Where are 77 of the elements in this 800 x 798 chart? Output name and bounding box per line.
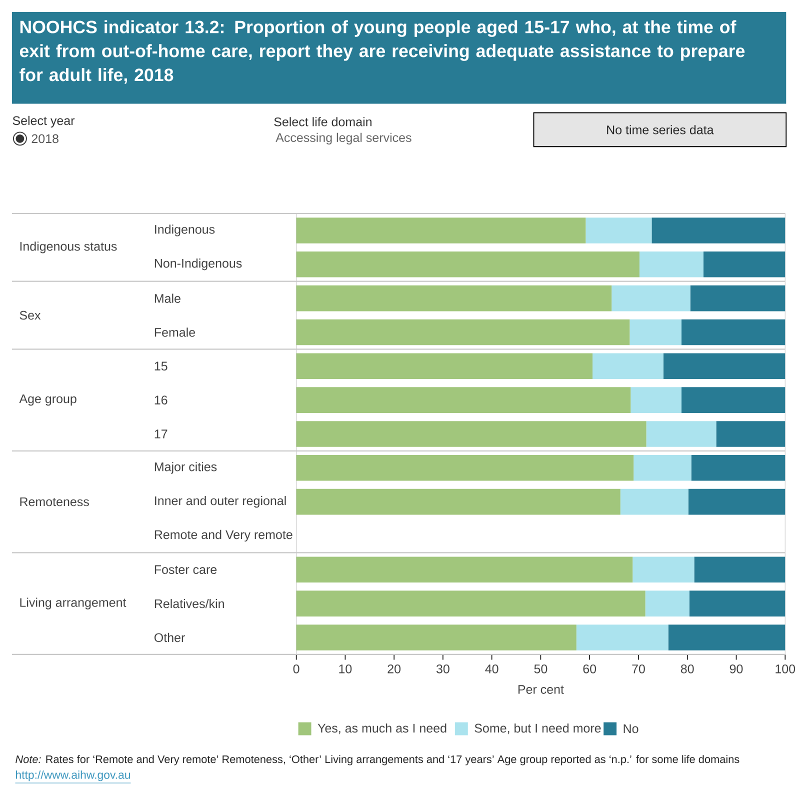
bar <box>296 488 620 515</box>
x-tick-label: 70 <box>632 664 645 674</box>
x-axis-title: Per cent <box>518 685 564 694</box>
bar <box>694 556 786 582</box>
text: Sex <box>20 310 41 320</box>
y-tick-label: 17 <box>154 430 168 438</box>
legend-label: Yes, as much as I need <box>318 723 446 734</box>
bar <box>296 319 630 346</box>
bar <box>716 421 786 447</box>
x-tick-label: 50 <box>534 664 548 674</box>
bar <box>630 387 682 413</box>
bar <box>639 251 704 278</box>
bar <box>689 590 786 616</box>
y-tick-label: Non-Indigenous <box>154 258 242 270</box>
legend-label: No <box>624 724 638 734</box>
text: Accessing legal services <box>276 132 412 144</box>
bar <box>296 251 640 278</box>
text: Note: Rates for ‘Remote and Very remote’ Remoteness, ‘Other’ Living arrangements and ‘17 years’ Age group reported as ‘n.p.’ for some life domains <box>16 755 740 766</box>
bar <box>646 421 716 447</box>
bar <box>691 454 786 481</box>
bar <box>663 353 786 379</box>
bar <box>296 590 646 616</box>
bar <box>296 218 586 244</box>
bar <box>296 624 576 650</box>
bar <box>296 556 633 582</box>
bar <box>645 590 690 616</box>
y-tick-label: Male <box>154 294 180 303</box>
x-tick-label: 40 <box>485 664 498 674</box>
text: 2018 <box>32 134 58 144</box>
x-tick-label: 30 <box>436 664 450 674</box>
y-tick-label: Remote and Very remote <box>154 530 292 542</box>
text: http://www.aihw.gov.au <box>16 770 130 782</box>
y-tick-label: Foster care <box>154 565 217 574</box>
bar <box>296 285 612 312</box>
text: Age group <box>19 394 76 406</box>
y-tick-label: Indigenous <box>155 224 215 236</box>
legend-label: Some, but I need more <box>474 723 601 734</box>
text: Remoteness <box>20 497 89 506</box>
chart-title: NOOHCS indicator 13.2: Proportion of young people aged 15-17 who, at the time of exit from out-of-home care, report they are receiving adequate assistance to prepare for adult life, 2018 <box>20 20 745 84</box>
text: Living arrangement <box>20 598 126 610</box>
bar <box>620 488 688 515</box>
bar <box>682 387 786 413</box>
bar <box>652 218 786 244</box>
x-tick-label: 100 <box>776 664 796 674</box>
bar <box>296 454 634 481</box>
y-tick-label: 15 <box>154 362 168 370</box>
x-tick-label: 80 <box>680 664 694 674</box>
y-tick-label: Inner and outer regional <box>155 496 286 508</box>
bar <box>634 454 692 481</box>
text: Select life domain <box>274 117 372 126</box>
text: No time series data <box>607 125 714 134</box>
y-tick-label: Major cities <box>154 462 217 474</box>
bar <box>632 556 694 582</box>
bar <box>586 218 652 244</box>
bar <box>592 353 664 379</box>
bar <box>682 319 786 346</box>
text: Indigenous status <box>20 242 117 254</box>
x-tick-label: 90 <box>730 664 743 674</box>
bar <box>296 421 646 447</box>
y-tick-label: Relatives/kin <box>154 598 224 608</box>
bar <box>688 488 786 515</box>
bar <box>704 251 786 278</box>
bar <box>576 624 668 650</box>
x-tick-label: 20 <box>388 664 401 674</box>
y-tick-label: 16 <box>154 396 168 404</box>
bar <box>296 353 593 379</box>
bar <box>668 624 786 650</box>
text: Select year <box>12 116 75 128</box>
bar <box>690 285 786 312</box>
x-tick-label: 60 <box>583 664 596 674</box>
y-tick-label: Female <box>154 328 196 337</box>
bar <box>296 387 631 413</box>
x-tick-label: 0 <box>293 664 300 674</box>
bar <box>612 285 690 312</box>
y-tick-label: Other <box>154 632 185 642</box>
x-tick-label: 10 <box>339 664 352 674</box>
bar <box>630 319 682 346</box>
